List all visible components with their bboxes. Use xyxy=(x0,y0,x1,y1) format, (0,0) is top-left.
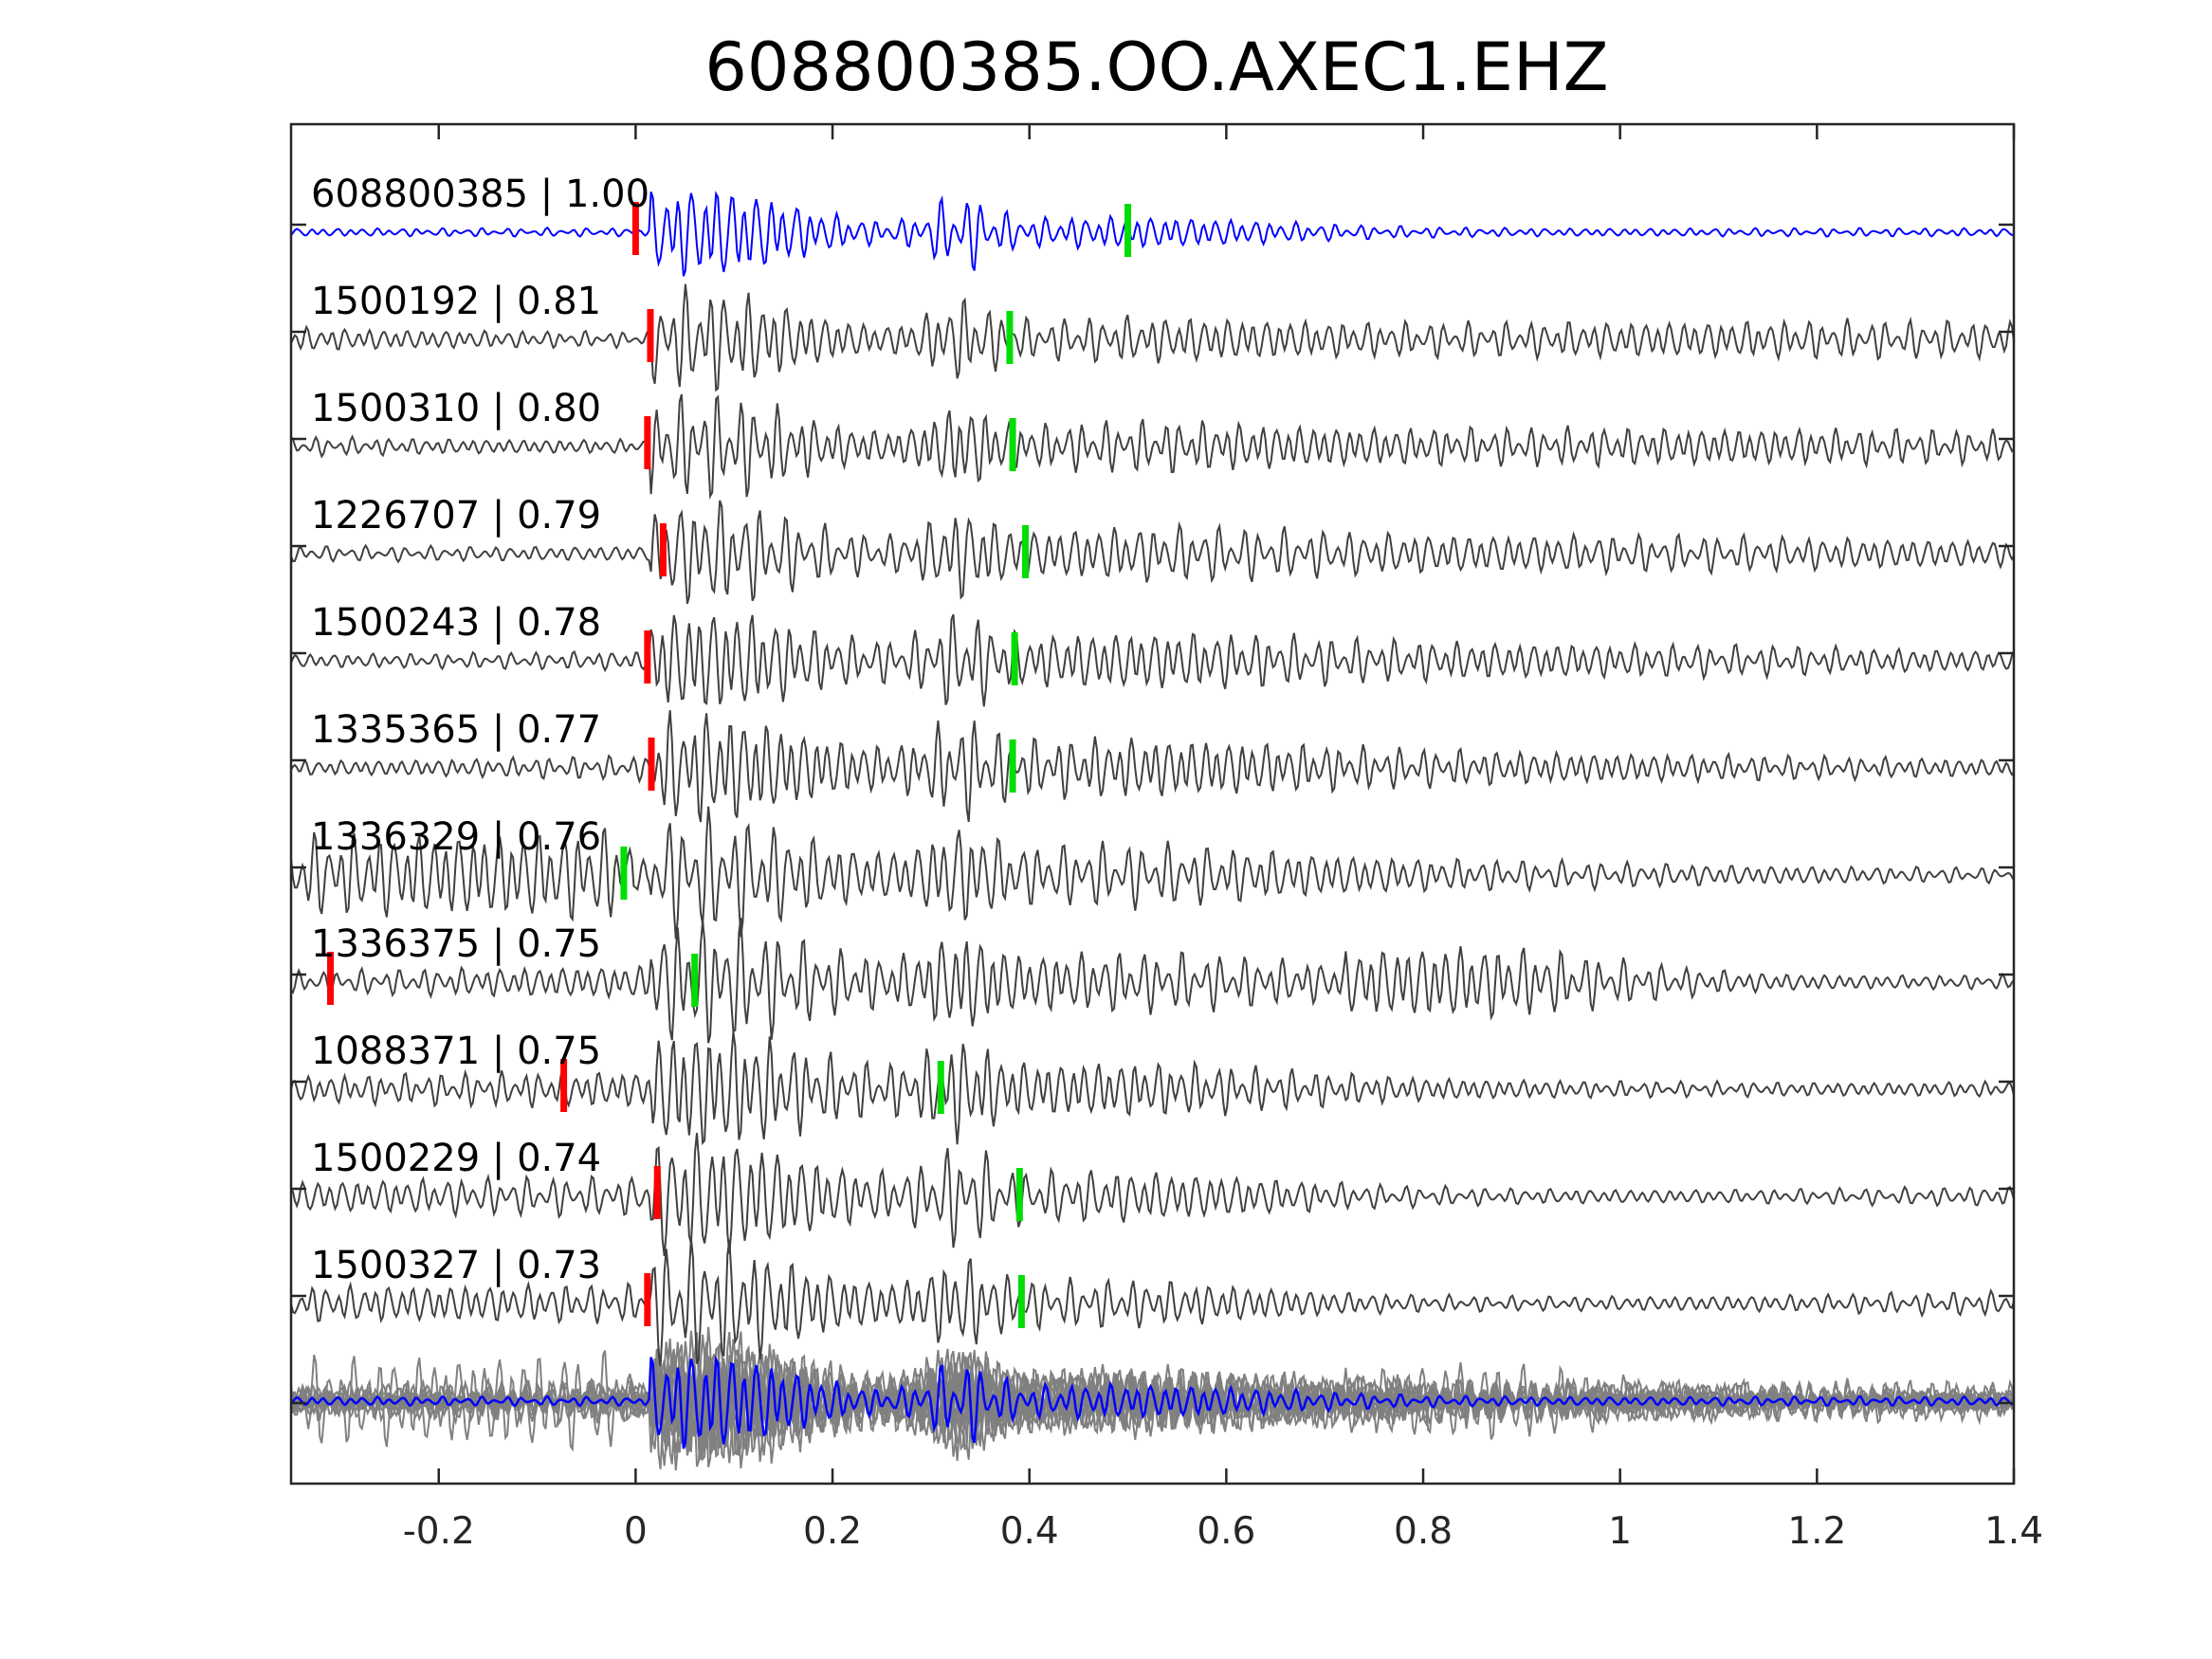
trace-label-1336375: 1336375 | 0.75 xyxy=(311,922,601,966)
trace-id: 1226707 xyxy=(311,494,480,538)
trace-id: 1500243 xyxy=(311,601,480,645)
trace-cc: 1.00 xyxy=(565,173,649,216)
x-tick-label: 1 xyxy=(1608,1510,1632,1553)
trace-1336375 xyxy=(290,918,2015,1044)
trace-label-1500192: 1500192 | 0.81 xyxy=(311,280,601,323)
trace-separator: | xyxy=(480,1137,517,1180)
trace-id: 1336375 xyxy=(311,922,480,966)
trace-1500243 xyxy=(290,613,2015,707)
trace-separator: | xyxy=(480,708,517,752)
trace-id: 1088371 xyxy=(311,1030,480,1073)
trace-cc: 0.73 xyxy=(517,1244,601,1287)
trace-id: 1335365 xyxy=(311,708,480,752)
trace-1500192 xyxy=(290,283,2015,392)
trace-1500310 xyxy=(290,393,2015,500)
trace-id: 608800385 xyxy=(311,173,528,216)
trace-id: 1500310 xyxy=(311,387,480,430)
x-tick-label: -0.2 xyxy=(403,1510,475,1553)
trace-separator: | xyxy=(528,173,565,216)
trace-separator: | xyxy=(480,601,517,645)
x-tick-label: 0 xyxy=(624,1510,648,1553)
trace-separator: | xyxy=(480,280,517,323)
x-tick-label: 0.6 xyxy=(1197,1510,1255,1553)
trace-label-1336329: 1336329 | 0.76 xyxy=(311,815,601,859)
trace-separator: | xyxy=(480,1030,517,1073)
trace-label-1088371: 1088371 | 0.75 xyxy=(311,1030,601,1073)
trace-cc: 0.77 xyxy=(517,708,601,752)
trace-1500229 xyxy=(290,1133,2015,1257)
trace-1088371 xyxy=(290,1031,2015,1146)
trace-id: 1336329 xyxy=(311,815,480,859)
trace-separator: | xyxy=(480,815,517,859)
stack-trace-reference xyxy=(290,1355,2015,1449)
trace-separator: | xyxy=(480,494,517,538)
trace-id: 1500229 xyxy=(311,1137,480,1180)
chart-title: 608800385.OO.AXEC1.EHZ xyxy=(704,28,1608,106)
trace-cc: 0.75 xyxy=(517,1030,601,1073)
trace-label-608800385: 608800385 | 1.00 xyxy=(311,173,649,216)
stack-trace-1500327 xyxy=(290,1330,2015,1469)
trace-cc: 0.76 xyxy=(517,815,601,859)
x-tick-label: 0.8 xyxy=(1394,1510,1453,1553)
trace-label-1500243: 1500243 | 0.78 xyxy=(311,601,601,645)
waveform-traces xyxy=(290,191,2015,1471)
phase-picks xyxy=(327,202,1132,1328)
trace-labels: 608800385 | 1.00 1500192 | 0.81 1500310 | … xyxy=(311,173,649,1287)
trace-separator: | xyxy=(480,1244,517,1287)
trace-1500327 xyxy=(290,1238,2015,1367)
trace-id: 1500192 xyxy=(311,280,480,323)
trace-cc: 0.75 xyxy=(517,922,601,966)
x-tick-label: 1.2 xyxy=(1787,1510,1846,1553)
plot-frame xyxy=(289,122,2016,1486)
trace-1336329 xyxy=(290,806,2015,939)
trace-label-1335365: 1335365 | 0.77 xyxy=(311,708,601,752)
x-tick-label: 0.4 xyxy=(1000,1510,1059,1553)
trace-label-1500310: 1500310 | 0.80 xyxy=(311,387,601,430)
trace-label-1226707: 1226707 | 0.79 xyxy=(311,494,601,538)
trace-1335365 xyxy=(290,710,2015,823)
trace-cc: 0.78 xyxy=(517,601,601,645)
trace-label-1500327: 1500327 | 0.73 xyxy=(311,1244,601,1287)
plot-axes: -0.2 0 0.2 0.4 0.6 0.8 1 1.2 1.4 xyxy=(289,122,2043,1553)
trace-cc: 0.81 xyxy=(517,280,601,323)
x-tick-label: 1.4 xyxy=(1984,1510,2043,1553)
trace-1226707 xyxy=(290,500,2015,605)
trace-cc: 0.80 xyxy=(517,387,601,430)
trace-608800385 xyxy=(290,191,2015,277)
trace-separator: | xyxy=(480,387,517,430)
trace-id: 1500327 xyxy=(311,1244,480,1287)
trace-label-1500229: 1500229 | 0.74 xyxy=(311,1137,601,1180)
trace-cc: 0.74 xyxy=(517,1137,601,1180)
x-tick-label: 0.2 xyxy=(803,1510,862,1553)
trace-cc: 0.79 xyxy=(517,494,601,538)
trace-separator: | xyxy=(480,922,517,966)
